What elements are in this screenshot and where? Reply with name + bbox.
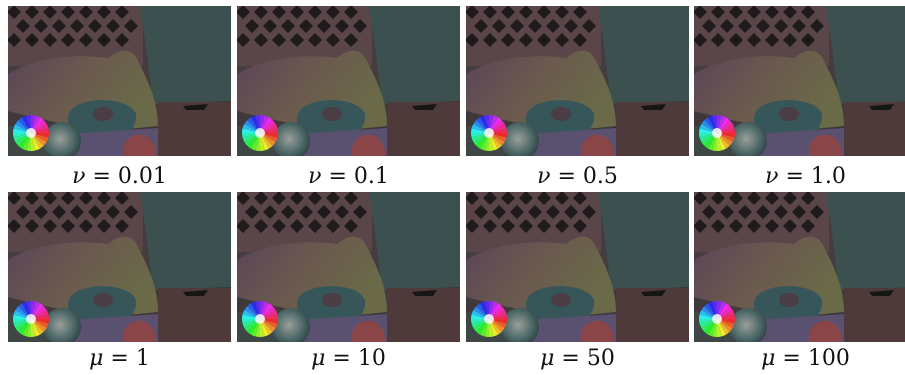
color-wheel-icon [699, 301, 735, 337]
panel-caption: ν = 0.5 [537, 164, 618, 189]
flow-visualization-image [8, 6, 231, 156]
flow-visualization-image [466, 6, 689, 156]
color-wheel-icon [242, 114, 278, 151]
color-wheel-icon [471, 301, 507, 337]
panel-caption: μ = 1 [89, 346, 150, 371]
color-wheel-icon [242, 301, 278, 337]
panel-caption: μ = 50 [540, 346, 615, 371]
panel-caption: ν = 1.0 [765, 164, 846, 189]
flow-visualization-image [237, 6, 460, 156]
flow-visualization-image [694, 6, 905, 156]
panel-caption: μ = 10 [311, 346, 386, 371]
panel-caption: ν = 0.1 [308, 164, 389, 189]
flow-visualization-image [694, 192, 905, 342]
color-wheel-icon [12, 114, 50, 151]
color-wheel-icon [471, 114, 507, 151]
flow-visualization-image [237, 192, 460, 342]
flow-visualization-image [466, 192, 689, 342]
panel-caption: μ = 100 [761, 346, 850, 371]
color-wheel-icon [12, 301, 50, 337]
color-wheel-icon [699, 114, 735, 151]
panel-caption: ν = 0.01 [72, 164, 167, 189]
flow-visualization-image [8, 192, 231, 342]
